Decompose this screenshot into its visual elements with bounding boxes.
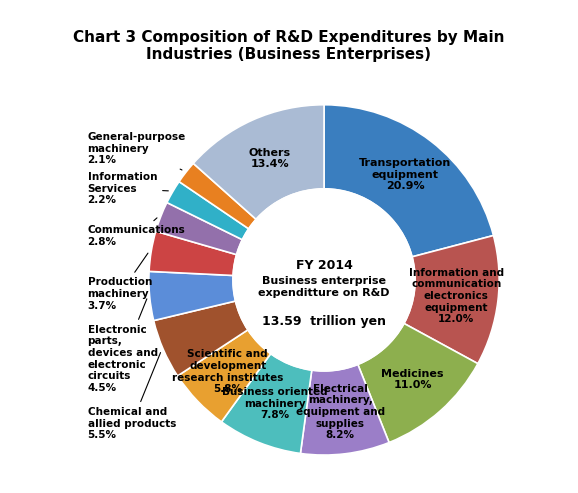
Text: Production
machinery
3.7%: Production machinery 3.7%: [88, 253, 152, 311]
Wedge shape: [301, 364, 389, 455]
Text: Chemical and
allied products
5.5%: Chemical and allied products 5.5%: [88, 352, 176, 440]
Text: Chart 3 Composition of R&D Expenditures by Main
Industries (Business Enterprises: Chart 3 Composition of R&D Expenditures …: [73, 30, 505, 62]
Text: Medicines
11.0%: Medicines 11.0%: [381, 369, 444, 390]
Text: Business enterprise
expenditture on R&D: Business enterprise expenditture on R&D: [258, 276, 390, 298]
Wedge shape: [155, 203, 242, 254]
Text: Scientific and
development
research institutes
5.8%: Scientific and development research inst…: [172, 350, 283, 394]
Text: General-purpose
machinery
2.1%: General-purpose machinery 2.1%: [88, 132, 186, 170]
Text: Information
Services
2.2%: Information Services 2.2%: [88, 172, 168, 206]
Text: FY 2014: FY 2014: [295, 259, 353, 273]
Wedge shape: [154, 301, 248, 376]
Wedge shape: [179, 163, 256, 229]
Text: Information and
communication
electronics
equipment
12.0%: Information and communication electronic…: [409, 268, 504, 324]
Wedge shape: [149, 231, 236, 276]
Wedge shape: [193, 105, 324, 219]
Text: Communications
2.8%: Communications 2.8%: [88, 218, 186, 247]
Wedge shape: [324, 105, 494, 257]
Wedge shape: [177, 330, 271, 422]
Text: Business oriented
machinery
7.8%: Business oriented machinery 7.8%: [222, 387, 327, 420]
Text: Transportation
equipment
20.9%: Transportation equipment 20.9%: [360, 158, 451, 191]
Text: Electrical
machinery,
equipment and
supplies
8.2%: Electrical machinery, equipment and supp…: [296, 384, 385, 440]
Text: 13.59  trillion yen: 13.59 trillion yen: [262, 316, 386, 328]
Text: Others
13.4%: Others 13.4%: [249, 147, 291, 169]
Wedge shape: [221, 353, 312, 454]
Wedge shape: [404, 236, 499, 364]
Circle shape: [233, 189, 415, 371]
Wedge shape: [167, 181, 249, 240]
Text: Electronic
parts,
devices and
electronic
circuits
4.5%: Electronic parts, devices and electronic…: [88, 299, 158, 393]
Wedge shape: [358, 323, 478, 443]
Wedge shape: [149, 271, 235, 320]
